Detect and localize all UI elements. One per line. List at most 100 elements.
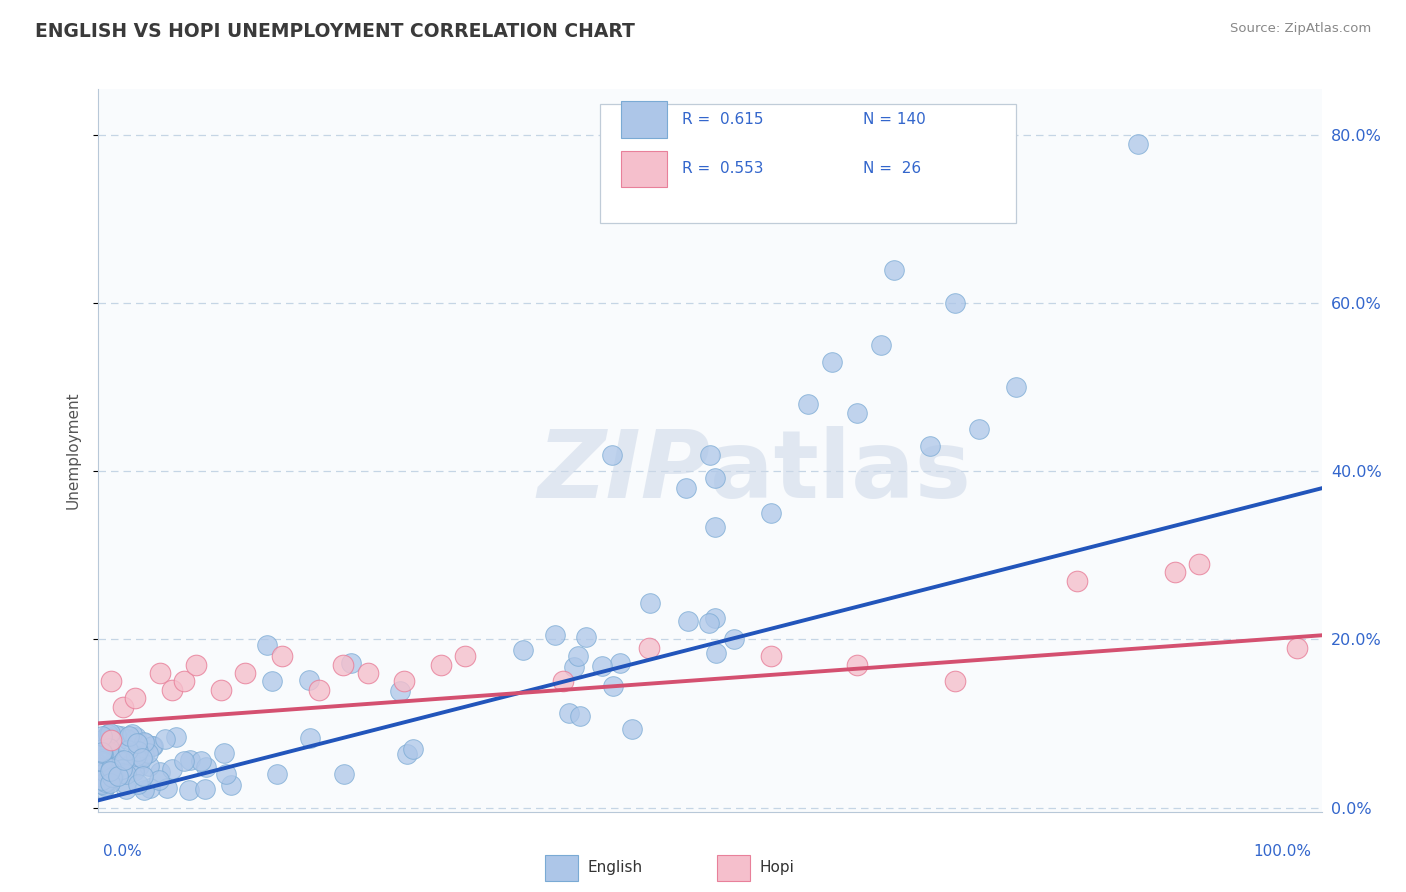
Point xyxy=(149,666,172,681)
Point xyxy=(107,768,129,782)
Point xyxy=(132,782,155,797)
Point xyxy=(703,611,725,625)
Point xyxy=(883,262,905,277)
Point xyxy=(91,736,114,750)
Point xyxy=(333,767,356,781)
Point xyxy=(117,743,139,757)
Point xyxy=(101,731,124,746)
Point xyxy=(121,727,143,741)
Point xyxy=(620,722,643,736)
Point xyxy=(209,682,232,697)
Point xyxy=(100,733,122,747)
Point xyxy=(91,746,114,760)
Point xyxy=(105,728,128,742)
Point xyxy=(568,709,591,723)
Point xyxy=(600,448,623,462)
Point xyxy=(101,755,124,769)
Point xyxy=(270,649,294,664)
Point xyxy=(186,657,208,672)
Point xyxy=(298,731,321,745)
Point xyxy=(127,777,149,791)
Point xyxy=(132,770,155,784)
Point xyxy=(1286,640,1309,655)
Point xyxy=(117,732,139,747)
Point xyxy=(111,766,134,780)
Y-axis label: Unemployment: Unemployment xyxy=(65,392,80,509)
Point xyxy=(97,726,120,740)
Point xyxy=(91,733,114,747)
Point xyxy=(194,781,217,796)
Point xyxy=(125,731,148,745)
Point xyxy=(103,769,125,783)
Point xyxy=(101,770,124,784)
Point xyxy=(156,780,179,795)
Point xyxy=(125,748,148,763)
Point xyxy=(512,643,534,657)
Point xyxy=(943,296,966,310)
Point xyxy=(706,646,728,660)
Point xyxy=(1164,566,1187,580)
Point xyxy=(94,770,117,784)
Point xyxy=(138,759,160,773)
Point xyxy=(675,481,697,495)
Point xyxy=(105,752,128,766)
Point xyxy=(93,766,115,780)
Point xyxy=(761,649,783,664)
Point xyxy=(122,764,145,778)
Point xyxy=(194,759,217,773)
FancyBboxPatch shape xyxy=(717,855,749,880)
Point xyxy=(219,779,242,793)
Point xyxy=(93,736,115,750)
Point xyxy=(91,770,114,784)
Point xyxy=(91,769,114,783)
Point xyxy=(638,640,661,655)
Point xyxy=(1004,380,1026,394)
Point xyxy=(91,746,114,760)
Point xyxy=(98,771,121,785)
Point xyxy=(91,772,114,787)
FancyBboxPatch shape xyxy=(600,103,1015,223)
Point xyxy=(97,740,120,755)
Point xyxy=(124,691,146,706)
Point xyxy=(142,739,165,754)
Point xyxy=(845,406,868,420)
Point xyxy=(943,674,966,689)
Point xyxy=(101,771,124,785)
Point xyxy=(111,762,134,776)
Point xyxy=(676,615,699,629)
Point xyxy=(132,734,155,748)
FancyBboxPatch shape xyxy=(620,151,668,186)
FancyBboxPatch shape xyxy=(546,855,578,880)
Point xyxy=(591,659,613,673)
Text: atlas: atlas xyxy=(710,426,972,518)
Point xyxy=(93,781,115,796)
Point xyxy=(91,755,114,769)
Point xyxy=(148,773,170,788)
Point xyxy=(97,744,120,758)
Point xyxy=(115,754,138,768)
Point xyxy=(134,736,156,750)
Point xyxy=(1066,574,1088,588)
Point xyxy=(212,746,235,760)
Point xyxy=(703,520,725,534)
Point xyxy=(100,764,122,778)
Point xyxy=(136,747,159,761)
Point xyxy=(179,753,201,767)
Text: ZIP: ZIP xyxy=(537,426,710,518)
Text: ENGLISH VS HOPI UNEMPLOYMENT CORRELATION CHART: ENGLISH VS HOPI UNEMPLOYMENT CORRELATION… xyxy=(35,22,636,41)
Point xyxy=(91,742,114,756)
Point xyxy=(160,762,183,776)
Point xyxy=(165,731,187,745)
Point xyxy=(392,674,416,689)
Point xyxy=(93,779,115,793)
Point xyxy=(233,666,256,681)
Point xyxy=(454,649,477,664)
Text: Hopi: Hopi xyxy=(759,861,794,875)
Point xyxy=(100,761,122,775)
Point xyxy=(602,679,624,693)
Point xyxy=(110,764,132,779)
Point xyxy=(98,774,121,789)
Point xyxy=(118,729,141,743)
Point xyxy=(256,638,278,652)
Point xyxy=(723,632,745,647)
